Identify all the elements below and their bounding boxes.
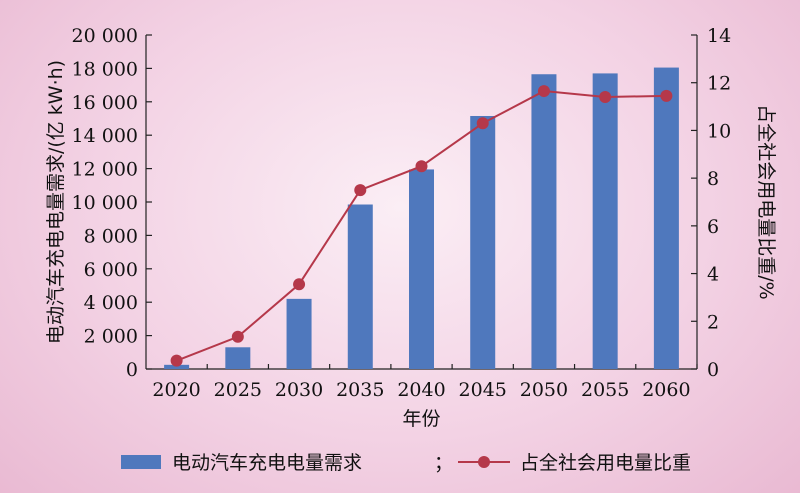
left-tick-label: 0 xyxy=(126,359,138,381)
legend-bar-label: 电动汽车充电电量需求 xyxy=(172,452,362,474)
left-tick-label: 14 000 xyxy=(72,125,138,147)
right-tick-label: 12 xyxy=(707,73,731,95)
line-series xyxy=(170,85,673,367)
y-axis-title: 电动汽车充电电量需求/(亿 kW·h) xyxy=(45,60,67,344)
x-tick-label: 2045 xyxy=(459,379,507,401)
x-tick-label: 2035 xyxy=(336,379,384,401)
line-point xyxy=(415,160,428,173)
bar-series xyxy=(164,67,679,370)
right-tick-label: 6 xyxy=(707,216,719,238)
line-point xyxy=(354,184,367,197)
left-tick-label: 12 000 xyxy=(72,159,138,181)
y2-axis-title: 占全社会用电量比重/% xyxy=(755,104,777,299)
right-tick-label: 4 xyxy=(707,264,719,286)
left-axis-ticks: 0 2 000 4 000 6 000 8 000 10 000 12 000 14 000 1… xyxy=(72,25,152,381)
legend-line-label: 占全社会用电量比重 xyxy=(520,452,691,474)
right-tick-label: 2 xyxy=(707,311,719,333)
line-point xyxy=(293,278,306,291)
line-point xyxy=(537,85,550,98)
right-tick-label: 8 xyxy=(707,168,719,190)
line-point xyxy=(599,91,612,104)
line-point xyxy=(231,330,244,343)
x-tick-label: 2020 xyxy=(152,379,200,401)
line-point xyxy=(170,354,183,367)
bar xyxy=(531,74,557,370)
legend-separator: ； xyxy=(434,452,453,474)
left-tick-label: 16 000 xyxy=(72,92,138,114)
bar xyxy=(286,298,312,369)
x-tick-label: 2030 xyxy=(275,379,323,401)
line-point xyxy=(476,117,489,130)
left-tick-label: 10 000 xyxy=(72,192,138,214)
legend-line-marker xyxy=(478,456,490,468)
left-tick-label: 18 000 xyxy=(72,58,138,80)
bar xyxy=(592,73,618,369)
bar xyxy=(470,115,496,370)
bar xyxy=(409,169,434,369)
line-point xyxy=(660,89,673,102)
right-tick-label: 14 xyxy=(707,25,731,47)
x-tick-label: 2050 xyxy=(520,379,568,401)
x-tick-label: 2025 xyxy=(214,379,262,401)
bar xyxy=(347,204,373,369)
right-tick-label: 0 xyxy=(707,359,719,381)
bar xyxy=(225,347,251,369)
x-tick-label: 2060 xyxy=(642,379,690,401)
left-tick-label: 8 000 xyxy=(84,225,138,247)
left-tick-label: 20 000 xyxy=(72,25,138,47)
legend-bar-swatch xyxy=(121,455,161,469)
left-tick-label: 2 000 xyxy=(84,326,138,348)
x-axis-ticks: 2020 2025 2030 2035 2040 2045 2050 2055 2060 xyxy=(152,364,698,401)
bar xyxy=(653,67,679,369)
x-tick-label: 2040 xyxy=(397,379,445,401)
right-axis-ticks: 0 2 4 6 8 10 12 14 xyxy=(691,25,731,381)
bar xyxy=(164,364,190,369)
x-axis-title: 年份 xyxy=(402,408,440,430)
legend: 电动汽车充电电量需求 ； 占全社会用电量比重 xyxy=(121,452,691,474)
x-tick-label: 2055 xyxy=(581,379,629,401)
right-tick-label: 10 xyxy=(707,120,731,142)
left-tick-label: 6 000 xyxy=(84,259,138,281)
left-tick-label: 4 000 xyxy=(84,292,138,314)
